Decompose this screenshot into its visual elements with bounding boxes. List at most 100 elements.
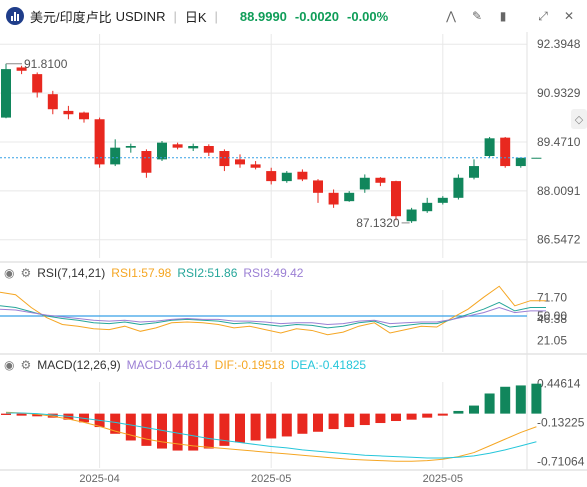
macd-value: MACD:0.44614 [126, 358, 209, 372]
macd-bar-negative [250, 413, 261, 441]
rsi2-value: RSI2:51.86 [177, 266, 238, 280]
dea-value: DEA:-0.41825 [290, 358, 367, 372]
rsi-axis-tick: 71.70 [537, 291, 567, 305]
candle-body-down [328, 192, 339, 205]
macd-axis-tick: -0.13225 [537, 416, 585, 430]
settings-icon[interactable]: ⚙ [20, 266, 32, 280]
macd-bar-negative [406, 413, 417, 420]
macd-legend: ◉ ⚙ MACD(12,26,9) MACD:0.44614 DIF:-0.19… [4, 358, 366, 372]
expand-icon[interactable]: ⤢ [538, 8, 548, 23]
chart-type-icon[interactable]: ⋀ [446, 9, 456, 23]
candle-body-down [235, 159, 245, 165]
candle-icon[interactable]: ▮ [499, 9, 507, 23]
candle-body-up [453, 177, 464, 198]
candle-body-down [32, 74, 43, 93]
macd-bar-negative [47, 413, 58, 418]
macd-bar-negative [297, 413, 308, 434]
macd-bar-negative [16, 413, 27, 416]
dif-line [5, 411, 537, 462]
candle-body-up [531, 157, 542, 159]
rsi-axis-tick: 50.00 [537, 309, 567, 323]
rsi1-value: RSI1:57.98 [111, 266, 172, 280]
chart-header: 美元/印度卢比 USDINR | 日K | 88.9990 -0.0020 -0… [0, 0, 587, 32]
candle-body-down [313, 180, 323, 193]
macd-bar-negative [32, 413, 43, 417]
candle-body-down [172, 144, 183, 148]
macd-bar-positive [453, 410, 464, 414]
candle-body-down [63, 110, 74, 115]
rsi3-value: RSI3:49.42 [243, 266, 304, 280]
candle-body-up [1, 69, 11, 118]
candle-body-down [79, 112, 89, 120]
price-change: -0.0020 [294, 8, 340, 24]
candle-body-up [125, 146, 136, 148]
eye-icon[interactable]: ◉ [4, 358, 15, 372]
candle-body-down [16, 67, 27, 71]
settings-side-icon[interactable]: ◇ [571, 109, 587, 129]
candle-body-up [469, 166, 479, 178]
candle-body-down [47, 94, 58, 110]
macd-bar-negative [391, 413, 401, 422]
macd-bar-negative [235, 413, 245, 443]
candle-body-down [250, 164, 261, 168]
price-axis-tick: 89.4710 [537, 135, 581, 149]
rsi-legend: ◉ ⚙ RSI(7,14,21) RSI1:57.98 RSI2:51.86 R… [4, 266, 303, 280]
candle-body-down [203, 146, 214, 153]
candle-body-down [375, 177, 386, 183]
dollar-flag-icon [6, 7, 24, 25]
max-price-label: 91.8100 [24, 57, 68, 71]
macd-bar-negative [203, 413, 214, 449]
date-axis-tick: 2025-04 [79, 473, 119, 485]
period-selector[interactable]: 日K [184, 9, 207, 25]
macd-bar-negative [1, 413, 11, 415]
rsi-series-line [0, 306, 546, 326]
macd-bar-negative [172, 413, 183, 451]
candle-body-up [188, 146, 199, 149]
divider: | [173, 8, 177, 24]
settings-icon[interactable]: ⚙ [20, 358, 32, 372]
eye-icon[interactable]: ◉ [4, 266, 15, 280]
dea-line [6, 412, 537, 459]
macd-axis-tick: -0.71064 [537, 454, 585, 468]
date-axis-tick: 2025-05 [251, 473, 291, 485]
macd-bar-negative [375, 413, 386, 424]
macd-bar-negative [359, 413, 370, 426]
date-axis-tick: 2025-05 [423, 473, 463, 485]
macd-bar-negative [219, 413, 230, 446]
price-change-pct: -0.00% [347, 8, 389, 24]
symbol-name: 美元/印度卢比 [30, 9, 112, 25]
macd-bar-negative [188, 413, 199, 451]
macd-bar-negative [437, 413, 448, 416]
candle-body-down [500, 137, 511, 167]
candle-body-down [391, 181, 401, 217]
macd-bar-negative [328, 413, 339, 430]
candle-body-up [406, 209, 417, 222]
macd-bar-positive [484, 393, 495, 414]
macd-bar-positive [531, 383, 542, 414]
macd-bar-negative [157, 413, 167, 449]
dif-value: DIF:-0.19518 [214, 358, 285, 372]
close-icon[interactable]: ✕ [563, 9, 575, 23]
macd-bar-positive [469, 405, 479, 414]
price-axis-tick: 90.9329 [537, 86, 581, 100]
last-price: 88.9990 [239, 8, 287, 24]
macd-bar-negative [422, 413, 433, 418]
macd-bar-positive [515, 385, 526, 414]
candle-body-up [515, 157, 526, 167]
candle-body-up [359, 177, 370, 190]
candle-body-up [344, 192, 355, 202]
candle-body-up [110, 147, 121, 165]
candle-body-up [281, 172, 292, 182]
macd-bar-positive [500, 386, 511, 414]
draw-icon[interactable]: ✎ [471, 9, 483, 23]
rsi-series-line [0, 285, 546, 336]
macd-bar-negative [313, 413, 323, 432]
macd-bar-negative [266, 413, 277, 439]
candle-body-up [437, 197, 448, 203]
candle-body-down [266, 171, 277, 182]
candle-body-up [484, 138, 495, 157]
macd-bar-negative [125, 413, 136, 441]
price-axis-tick: 88.0091 [537, 184, 581, 198]
macd-axis-tick: 0.44614 [537, 377, 581, 391]
